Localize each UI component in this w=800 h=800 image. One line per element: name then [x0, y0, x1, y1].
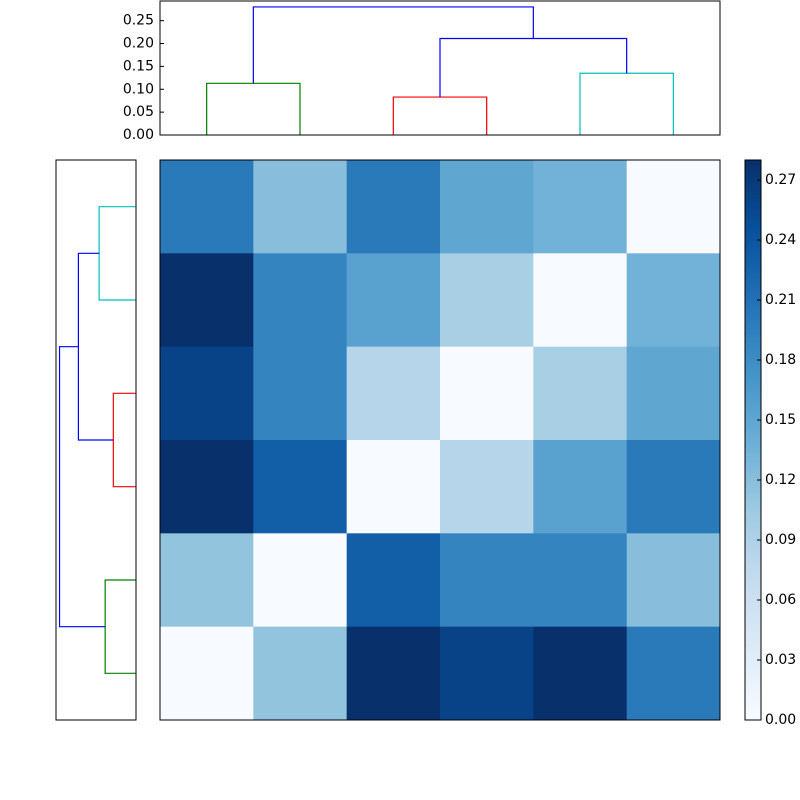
dendrogram-link [252, 6, 534, 84]
colorbar-tick-label: 0.24 [765, 232, 796, 248]
heatmap [159, 159, 721, 721]
heat-cell [160, 346, 254, 441]
colorbar-group: 0.00 0.03 0.06 0.09 0.12 0.15 0.18 0.21 0.24 0.27 [744, 159, 796, 728]
heat-cell [253, 440, 348, 534]
heat-cell [440, 533, 534, 628]
heat-cell [253, 160, 348, 254]
top-frame [159, 0, 721, 136]
heat-cell [533, 253, 628, 348]
heat-cell [160, 533, 254, 628]
left-dendrogram [55, 159, 137, 721]
heat-cell [253, 533, 348, 628]
colorbar-tick-label: 0.15 [765, 412, 796, 428]
dendrogram-link [98, 206, 136, 301]
dendrogram-link [206, 82, 301, 135]
heat-cell [626, 253, 721, 348]
left-frame [55, 159, 137, 721]
colorbar-tick-label: 0.03 [765, 652, 796, 668]
heat-cell [440, 440, 534, 534]
heat-cell [626, 440, 721, 534]
dendrogram-link [58, 346, 106, 628]
heat-cell [626, 626, 721, 721]
heat-cell [160, 626, 254, 721]
heat-cell [253, 626, 348, 721]
heat-cell [440, 160, 534, 254]
dendrogram-link [77, 252, 114, 441]
heat-cell [533, 346, 628, 441]
heat-cell [626, 160, 721, 254]
y-tick-label: 0.15 [123, 58, 154, 74]
heat-cell [626, 533, 721, 628]
colorbar-tick-label: 0.21 [765, 292, 796, 308]
dendrogram-link [579, 72, 674, 135]
colorbar-tick-label: 0.12 [765, 472, 796, 488]
colorbar-tick-label: 0.18 [765, 352, 796, 368]
dendrogram-link [112, 392, 136, 488]
heat-cell [346, 440, 441, 534]
dendrogram-link [392, 96, 488, 135]
colorbar [744, 159, 762, 721]
y-tick-label: 0.00 [123, 127, 154, 143]
heat-cell [253, 346, 348, 441]
heat-cell [253, 253, 348, 348]
top-dendrogram: 0.00 0.05 0.10 0.15 0.20 0.25 [123, 0, 721, 143]
heat-cell [626, 346, 721, 441]
y-tick-label: 0.10 [123, 81, 154, 97]
heat-cell [440, 626, 534, 721]
colorbar-tick-label: 0.06 [765, 592, 796, 608]
heat-cell [533, 160, 628, 254]
heat-cell [440, 346, 534, 441]
heat-cell [346, 626, 441, 721]
colorbar-tick-label: 0.27 [765, 172, 796, 188]
heat-cell [160, 440, 254, 534]
heatmap-frame [159, 159, 721, 721]
heat-cell [346, 533, 441, 628]
heat-cell [533, 626, 628, 721]
y-tick-label: 0.20 [123, 36, 154, 52]
colorbar-tick-label: 0.09 [765, 532, 796, 548]
colorbar-tick-label: 0.00 [765, 712, 796, 728]
heat-cell [346, 160, 441, 254]
y-tick-label: 0.25 [123, 13, 154, 29]
y-tick-label: 0.05 [123, 104, 154, 120]
heat-cell [533, 533, 628, 628]
heat-cell [440, 253, 534, 348]
heat-cell [346, 346, 441, 441]
dendrogram-link [439, 37, 628, 98]
heat-cell [533, 440, 628, 534]
dendrogram-link [104, 579, 136, 674]
heat-cell [160, 160, 254, 254]
heat-cell [346, 253, 441, 348]
heat-cell [160, 253, 254, 348]
